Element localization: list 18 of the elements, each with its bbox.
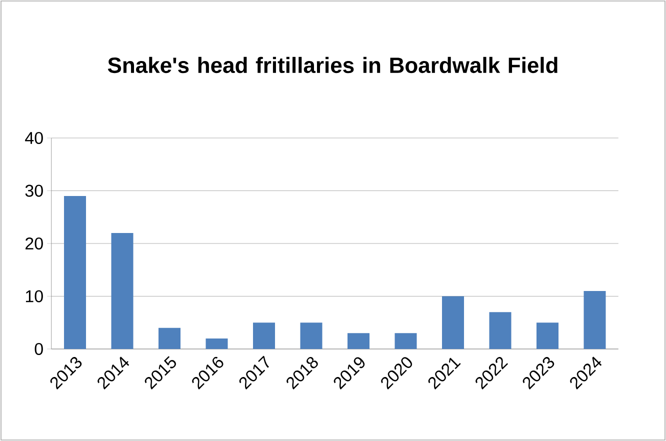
bar <box>394 333 417 349</box>
bar <box>158 328 181 349</box>
bar <box>442 296 464 349</box>
bar <box>536 322 559 349</box>
y-tick-label: 30 <box>25 184 43 197</box>
y-tick-label: 0 <box>34 342 43 356</box>
chart-title: Snake's head fritillaries in Boardwalk Field <box>108 56 558 74</box>
bar <box>348 333 370 349</box>
bar <box>206 338 228 349</box>
y-tick-label: 10 <box>26 290 43 302</box>
bar <box>300 322 322 349</box>
bar <box>489 312 512 349</box>
y-tick-label: 20 <box>26 237 43 250</box>
bar <box>584 290 606 349</box>
bar <box>64 196 86 349</box>
bar <box>111 232 134 349</box>
y-tick-label: 40 <box>25 132 43 144</box>
bar <box>253 322 276 349</box>
